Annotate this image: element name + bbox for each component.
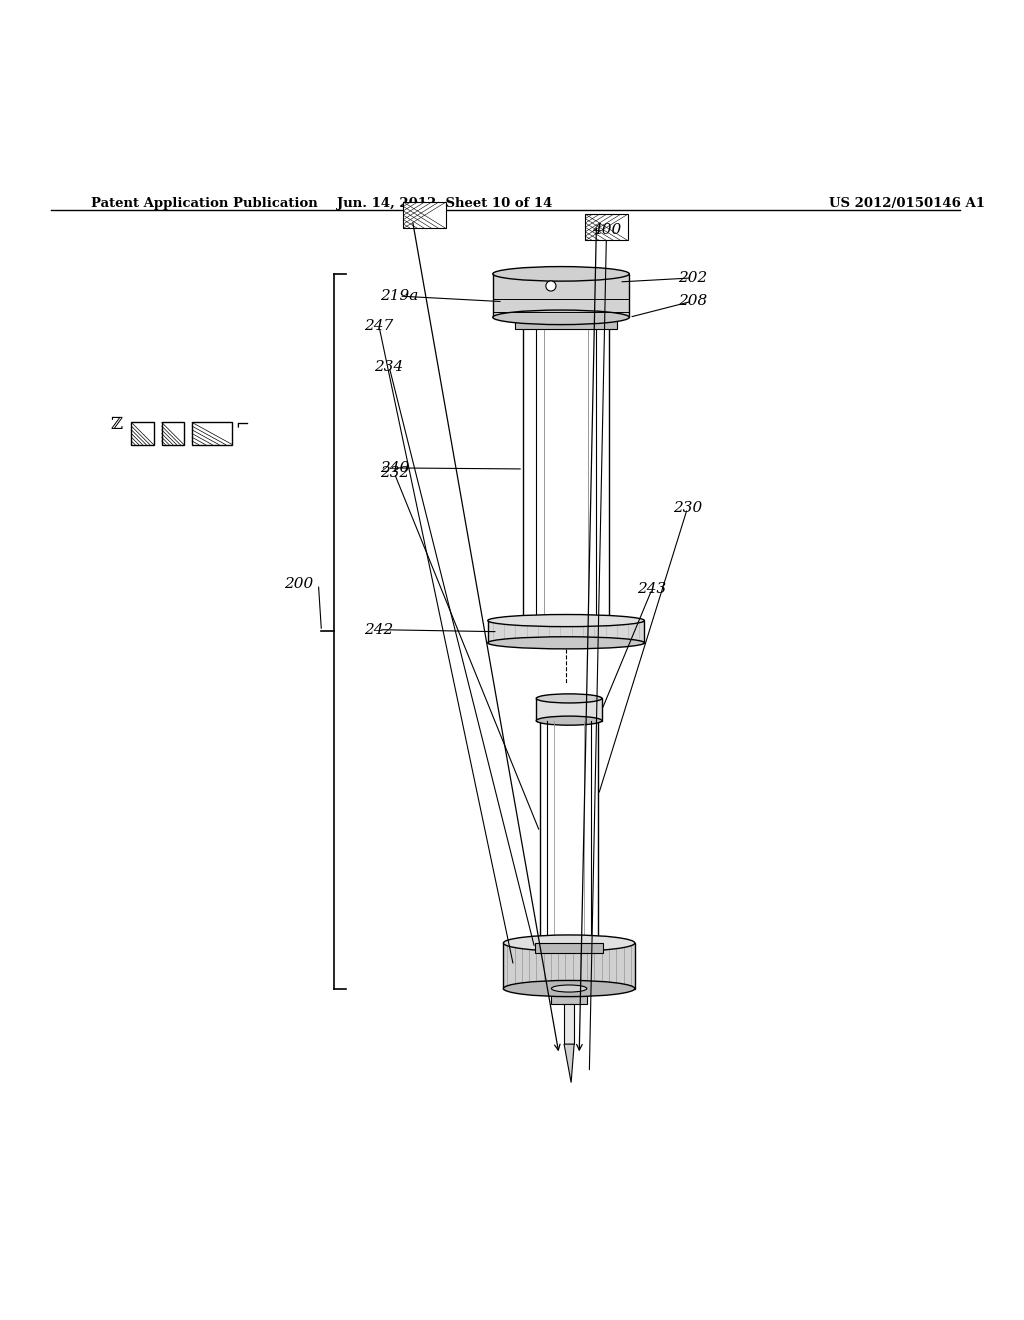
Text: Patent Application Publication: Patent Application Publication [91,197,317,210]
Ellipse shape [551,985,587,993]
Text: 242: 242 [365,623,393,636]
Ellipse shape [493,310,630,325]
Bar [537,698,602,721]
Text: Jun. 14, 2012  Sheet 10 of 14: Jun. 14, 2012 Sheet 10 of 14 [337,197,553,210]
Ellipse shape [504,935,635,952]
Polygon shape [564,1044,574,1082]
Text: 200: 200 [284,577,312,591]
Bar [193,422,232,445]
Ellipse shape [504,981,635,997]
Ellipse shape [493,267,630,281]
Text: 202: 202 [678,271,707,285]
Text: ⌐: ⌐ [236,416,250,433]
Text: 243: 243 [637,582,667,597]
Bar [551,989,587,1003]
Text: 230: 230 [673,502,702,515]
Text: 400: 400 [592,223,622,238]
Bar [586,214,628,240]
Bar [162,422,184,445]
Bar [535,942,603,953]
Text: ℤ: ℤ [111,416,122,433]
Bar [504,942,635,989]
Bar [564,1003,574,1044]
Bar [515,317,617,330]
Bar [540,721,598,942]
Text: 208: 208 [678,294,707,308]
Bar [403,202,445,228]
Text: 234: 234 [375,360,403,374]
Circle shape [546,281,556,290]
Ellipse shape [487,636,644,649]
Text: 247: 247 [365,319,393,334]
Ellipse shape [537,717,602,725]
Text: 232: 232 [380,466,409,480]
Ellipse shape [537,694,602,704]
Bar [523,317,609,620]
Text: US 2012/0150146 A1: US 2012/0150146 A1 [828,197,985,210]
Bar [131,422,154,445]
Text: 240: 240 [380,461,409,475]
Ellipse shape [487,615,644,627]
Bar [493,273,630,317]
Text: 219a: 219a [380,289,419,304]
Bar [487,620,644,643]
